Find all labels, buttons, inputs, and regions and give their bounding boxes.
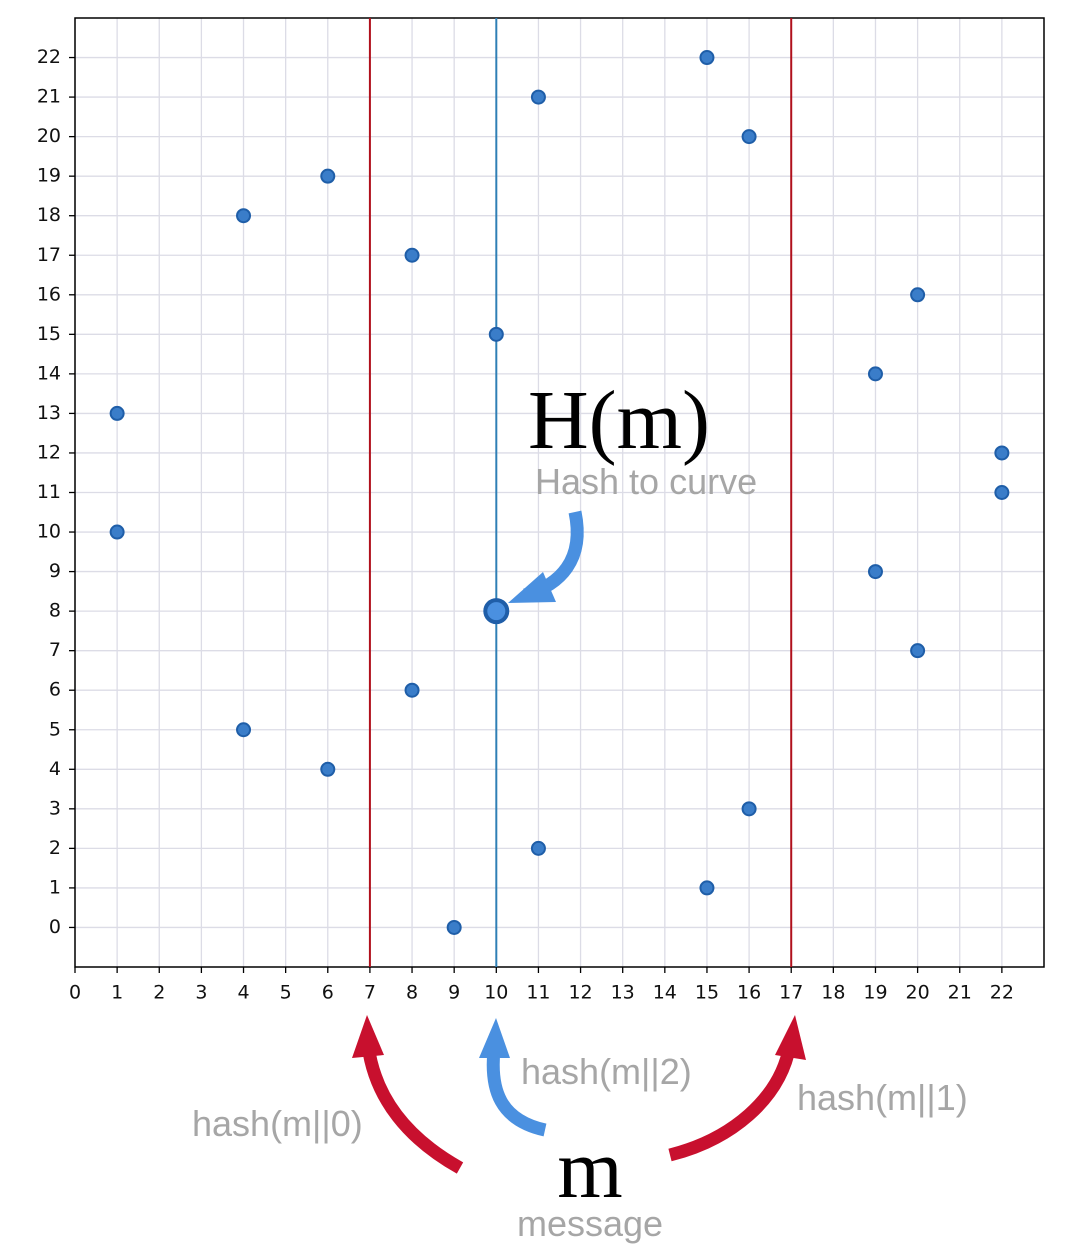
y-tick-label: 0 [49, 916, 61, 938]
y-tick-label: 22 [37, 46, 61, 68]
x-tick-label: 22 [990, 982, 1014, 1004]
plot-frame [74, 17, 1045, 968]
x-tick-label: 3 [195, 982, 207, 1004]
y-tick-label: 8 [49, 600, 61, 622]
y-tick-label: 15 [37, 323, 61, 345]
point [910, 643, 926, 659]
message-caption: message [517, 1203, 663, 1244]
x-tick-label: 14 [653, 982, 677, 1004]
x-tick-label: 11 [526, 982, 550, 1004]
highlight-point [483, 598, 510, 625]
x-tick-label: 6 [322, 982, 334, 1004]
y-tick-label: 4 [49, 758, 61, 780]
x-tick-label: 0 [69, 982, 81, 1004]
x-tick-label: 19 [863, 982, 887, 1004]
y-tick-label: 9 [49, 560, 61, 582]
point [530, 840, 546, 856]
point [404, 247, 420, 263]
x-tick-label: 21 [948, 982, 972, 1004]
point-label: H(m) [528, 374, 710, 467]
point [488, 326, 504, 342]
y-tick-label: 11 [37, 481, 61, 503]
y-tick-label: 13 [37, 402, 61, 424]
point [994, 485, 1010, 500]
x-tick-label: 9 [448, 982, 460, 1004]
point [699, 880, 715, 896]
point [867, 564, 883, 580]
x-tick-label: 4 [237, 982, 249, 1004]
point [994, 445, 1010, 461]
y-tick-label: 12 [37, 441, 61, 463]
x-tick-label: 8 [406, 982, 418, 1004]
point [236, 722, 252, 738]
y-tick-label: 20 [37, 125, 61, 147]
point [320, 168, 336, 184]
y-tick-label: 7 [49, 639, 61, 661]
arrow [668, 1043, 797, 1162]
plot: 0 1 2 3 4 5 6 7 8 9 10 11 12 13 14 15 16 17 18 19 20 21 220123… [37, 17, 1045, 1004]
hash-label: hash(m||1) [797, 1077, 968, 1118]
x-tick-label: 2 [153, 982, 165, 1004]
x-tick-label: 16 [737, 982, 761, 1004]
point [530, 89, 546, 105]
y-tick-label: 21 [37, 86, 61, 108]
y-tick-label: 19 [37, 165, 61, 187]
x-tick-label: 18 [821, 982, 845, 1004]
point [236, 208, 252, 224]
x-tick-label: 15 [695, 982, 719, 1004]
y-tick-label: 17 [37, 244, 61, 266]
message-symbol: m [557, 1123, 622, 1216]
arrow-head [775, 1015, 806, 1060]
y-tick-label: 3 [49, 797, 61, 819]
point [446, 919, 462, 935]
arrow [486, 1049, 547, 1137]
hash-label: hash(m||0) [192, 1103, 363, 1144]
y-tick-label: 16 [37, 283, 61, 305]
x-tick-label: 10 [484, 982, 508, 1004]
arrow-head [479, 1018, 510, 1058]
point [404, 682, 420, 698]
y-tick-label: 10 [37, 521, 61, 543]
x-tick-label: 7 [364, 982, 376, 1004]
arrow-head [352, 1015, 384, 1058]
point [741, 801, 757, 817]
point [699, 50, 715, 66]
y-tick-label: 1 [49, 876, 61, 898]
y-tick-label: 2 [49, 837, 61, 859]
x-tick-label: 20 [906, 982, 930, 1004]
point [109, 524, 125, 540]
point-caption: Hash to curve [535, 461, 757, 502]
x-tick-label: 5 [280, 982, 292, 1004]
x-tick-label: 17 [779, 982, 803, 1004]
point [910, 287, 926, 303]
x-tick-label: 12 [568, 982, 592, 1004]
point [320, 761, 336, 777]
x-tick-label: 13 [611, 982, 635, 1004]
point [867, 366, 883, 382]
point [109, 405, 125, 421]
x-tick-label: 1 [111, 982, 123, 1004]
y-tick-label: 5 [49, 718, 61, 740]
y-tick-label: 14 [37, 362, 61, 384]
y-tick-label: 18 [37, 204, 61, 226]
y-tick-label: 6 [49, 679, 61, 701]
point [741, 129, 757, 145]
arrow-head [508, 572, 556, 603]
hash-label: hash(m||2) [521, 1051, 692, 1092]
arrow [361, 1044, 464, 1174]
